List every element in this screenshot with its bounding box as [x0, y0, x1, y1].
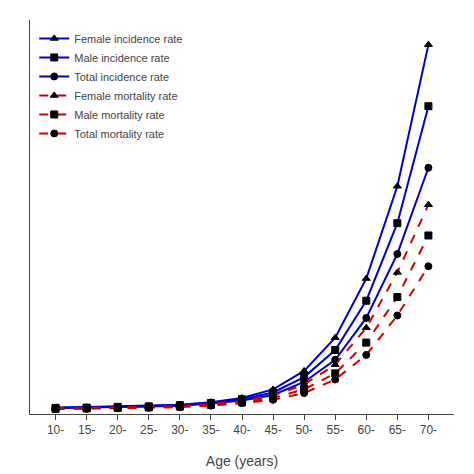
svg-text:70-: 70-	[420, 423, 437, 437]
svg-text:45-: 45-	[264, 423, 281, 437]
svg-text:10-: 10-	[47, 423, 64, 437]
svg-text:Male incidence rate: Male incidence rate	[74, 52, 169, 64]
svg-text:65-: 65-	[389, 423, 406, 437]
svg-text:15-: 15-	[78, 423, 95, 437]
svg-text:Total incidence rate: Total incidence rate	[74, 71, 169, 83]
svg-text:Female mortality rate: Female mortality rate	[74, 90, 177, 102]
svg-text:30-: 30-	[171, 423, 188, 437]
svg-text:60-: 60-	[358, 423, 375, 437]
svg-text:20-: 20-	[109, 423, 126, 437]
svg-text:35-: 35-	[202, 423, 219, 437]
svg-text:Total mortality rate: Total mortality rate	[74, 128, 164, 140]
svg-text:40-: 40-	[233, 423, 250, 437]
svg-text:50-: 50-	[295, 423, 312, 437]
svg-text:Female incidence rate: Female incidence rate	[74, 33, 182, 45]
svg-text:Male mortality rate: Male mortality rate	[74, 109, 164, 121]
svg-text:Age (years): Age (years)	[206, 453, 278, 469]
svg-text:55-: 55-	[327, 423, 344, 437]
svg-text:25-: 25-	[140, 423, 157, 437]
